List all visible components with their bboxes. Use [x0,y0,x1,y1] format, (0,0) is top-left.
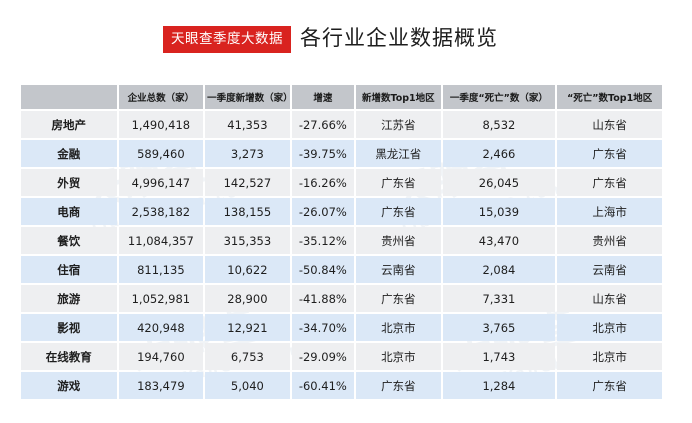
table-cell: 7,331 [442,285,556,312]
table-cell: 广东省 [557,372,662,399]
table-cell: 北京市 [557,314,662,341]
table-cell: -35.12% [291,227,355,254]
table-cell: 194,760 [118,343,204,370]
table-cell: 1,743 [442,343,556,370]
table-cell: 3,765 [442,314,556,341]
column-header: 增速 [291,85,355,109]
table-cell: 12,921 [205,314,290,341]
industry-name-cell: 电商 [21,198,117,225]
table-cell: 广东省 [557,169,662,196]
industry-name-cell: 影视 [21,314,117,341]
table-cell: 3,273 [205,140,290,167]
table-cell: 8,532 [442,111,556,138]
table-cell: 1,490,418 [118,111,204,138]
industry-name-cell: 游戏 [21,372,117,399]
table-cell: 广东省 [356,372,441,399]
industry-name-cell: 餐饮 [21,227,117,254]
column-header: 企业总数（家） [118,85,204,109]
industry-name-cell: 房地产 [21,111,117,138]
table-header-row: 企业总数（家） 一季度新增数（家） 增速 新增数Top1地区 一季度“死亡”数（家） “死… [21,85,662,109]
table-row: 餐饮 11,084,357 315,353 -35.12% 贵州省 43,470 贵州省 [21,227,662,254]
table-cell: 山东省 [557,111,662,138]
table-cell: -29.09% [291,343,355,370]
table-cell: 1,284 [442,372,556,399]
table-cell: -60.41% [291,372,355,399]
table-cell: 贵州省 [557,227,662,254]
table-cell: 28,900 [205,285,290,312]
table-row: 住宿 811,135 10,622 -50.84% 云南省 2,084 云南省 [21,256,662,283]
table-cell: 15,039 [442,198,556,225]
table-cell: 10,622 [205,256,290,283]
table-row: 房地产 1,490,418 41,353 -27.66% 江苏省 8,532 山东省 [21,111,662,138]
table-cell: 2,466 [442,140,556,167]
header: 天眼查季度大数据 各行业企业数据概览 [0,0,692,62]
table-cell: 广东省 [356,169,441,196]
table-cell: 142,527 [205,169,290,196]
table-cell: 广东省 [356,285,441,312]
table-row: 在线教育 194,760 6,753 -29.09% 北京市 1,743 北京市 [21,343,662,370]
table-cell: 43,470 [442,227,556,254]
table-cell: 黑龙江省 [356,140,441,167]
table-cell: 贵州省 [356,227,441,254]
table-body: 房地产 1,490,418 41,353 -27.66% 江苏省 8,532 山东省 金融 58… [21,111,662,399]
table-row: 影视 420,948 12,921 -34.70% 北京市 3,765 北京市 [21,314,662,341]
table-cell: 北京市 [356,343,441,370]
table-cell: 4,996,147 [118,169,204,196]
table-row: 电商 2,538,182 138,155 -26.07% 广东省 15,039 上海市 [21,198,662,225]
table-cell: 138,155 [205,198,290,225]
table-cell: -16.26% [291,169,355,196]
table-cell: 云南省 [557,256,662,283]
table-cell: 811,135 [118,256,204,283]
table-cell: -26.07% [291,198,355,225]
table-cell: 420,948 [118,314,204,341]
table-cell: 广东省 [557,140,662,167]
column-header: “死亡”数Top1地区 [557,85,662,109]
table-row: 旅游 1,052,981 28,900 -41.88% 广东省 7,331 山东省 [21,285,662,312]
table-cell: 江苏省 [356,111,441,138]
industry-name-cell: 在线教育 [21,343,117,370]
industry-name-cell: 外贸 [21,169,117,196]
table-cell: 183,479 [118,372,204,399]
table-cell: 云南省 [356,256,441,283]
table-cell: 2,084 [442,256,556,283]
table-cell: 山东省 [557,285,662,312]
table-row: 金融 589,460 3,273 -39.75% 黑龙江省 2,466 广东省 [21,140,662,167]
table-cell: 北京市 [557,343,662,370]
table-row: 游戏 183,479 5,040 -60.41% 广东省 1,284 广东省 [21,372,662,399]
table-cell: -34.70% [291,314,355,341]
table-cell: 41,353 [205,111,290,138]
column-header: 一季度新增数（家） [205,85,290,109]
industry-name-cell: 旅游 [21,285,117,312]
table-cell: -50.84% [291,256,355,283]
column-header: 新增数Top1地区 [356,85,441,109]
table-cell: 5,040 [205,372,290,399]
industry-name-cell: 金融 [21,140,117,167]
page-title: 各行业企业数据概览 [300,26,498,50]
table-cell: 6,753 [205,343,290,370]
column-header-industry [21,85,117,109]
table-cell: 315,353 [205,227,290,254]
brand-badge: 天眼查季度大数据 [163,26,291,53]
table-cell: 1,052,981 [118,285,204,312]
table-cell: 11,084,357 [118,227,204,254]
column-header: 一季度“死亡”数（家） [442,85,556,109]
table-cell: -39.75% [291,140,355,167]
table-cell: -41.88% [291,285,355,312]
industry-name-cell: 住宿 [21,256,117,283]
data-table-container: 企业总数（家） 一季度新增数（家） 增速 新增数Top1地区 一季度“死亡”数（家） “死… [19,83,664,401]
table-cell: -27.66% [291,111,355,138]
table-cell: 广东省 [356,198,441,225]
table-cell: 上海市 [557,198,662,225]
table-cell: 589,460 [118,140,204,167]
table-cell: 26,045 [442,169,556,196]
table-cell: 北京市 [356,314,441,341]
table-cell: 2,538,182 [118,198,204,225]
industry-data-table: 企业总数（家） 一季度新增数（家） 增速 新增数Top1地区 一季度“死亡”数（家） “死… [19,83,664,401]
table-row: 外贸 4,996,147 142,527 -16.26% 广东省 26,045 广东省 [21,169,662,196]
